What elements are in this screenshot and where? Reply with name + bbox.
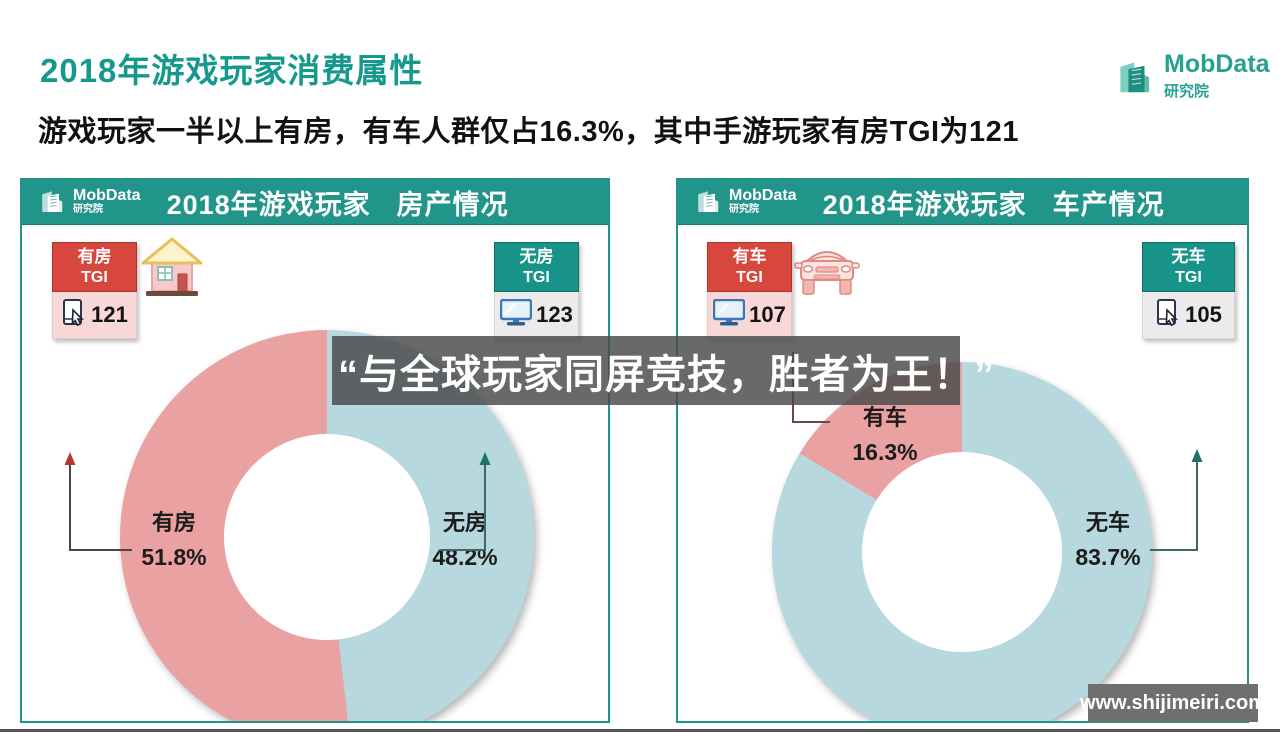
badge-label: 无车 [1171,247,1206,267]
panel-title-sub: 车产情况 [1052,189,1165,220]
has-car-slice-label: 有车 16.3% [845,400,925,466]
badge-label: 无房 [519,247,554,267]
housing-panel: MobData 研究院 2018年游戏玩家 房产情况 有房 TGI 121 [20,178,610,723]
quote-watermark-band: “与全球玩家同屏竞技，胜者为王！” [332,336,994,405]
no-house-slice-label: 无房 48.2% [420,505,510,571]
page-title: 2018年游戏玩家消费属性 [40,52,424,89]
donut-hole [862,452,1062,652]
slice-percent: 16.3% [852,439,918,465]
has-car-tgi-badge: 有车 TGI [707,242,792,292]
tgi-label: TGI [736,268,763,286]
tgi-label: TGI [81,268,108,286]
no-house-tgi-badge: 无房 TGI [494,242,579,292]
car-panel: MobData 研究院 2018年游戏玩家 车产情况 有车 TGI 107 [676,178,1249,723]
up-arrow-icon [1191,449,1203,462]
slice-name: 有车 [862,405,907,430]
bottom-edge-strip [0,729,1280,732]
car-panel-header: MobData 研究院 2018年游戏玩家 车产情况 [678,180,1247,225]
car-panel-title: 2018年游戏玩家 车产情况 [823,183,1165,222]
brand-org: 研究院 [1164,83,1210,100]
phone-touch-icon [1155,298,1181,333]
house-icon [140,236,204,305]
panel-brand: MobData 研究院 [691,183,797,222]
slice-name: 无房 [442,510,487,535]
slice-percent: 83.7% [1075,544,1141,570]
site-url: www.shijimeiri.com [1080,691,1266,714]
car-donut-chart [772,362,1152,721]
mobdata-building-icon [1110,52,1156,103]
mobdata-building-icon [35,183,67,222]
no-car-tgi-value: 105 [1185,302,1222,327]
has-car-tgi-value-box: 107 [707,292,792,339]
page-subtitle: 游戏玩家一半以上有房，有车人群仅占16.3%，其中手游玩家有房TGI为121 [38,116,1019,148]
brand-org: 研究院 [729,204,759,216]
no-car-tgi-badge: 无车 TGI [1142,242,1235,292]
has-car-tgi-card: 有车 TGI 107 [707,242,792,339]
up-arrow-icon [64,452,76,465]
brand-org: 研究院 [73,204,103,216]
tgi-label: TGI [1175,268,1202,286]
has-house-slice-label: 有房 51.8% [134,505,214,571]
brand-name: MobData [73,187,141,205]
no-house-tgi-value-box: 123 [494,292,579,339]
no-house-tgi-value: 123 [536,302,573,327]
no-car-slice-label: 无车 83.7% [1063,505,1153,571]
phone-touch-icon [61,298,87,333]
slice-name: 无车 [1085,510,1130,535]
has-house-tgi-card: 有房 TGI 121 [52,242,137,339]
site-watermark: www.shijimeiri.com [1080,684,1266,722]
brand-name: MobData [729,187,797,205]
panel-brand: MobData 研究院 [35,183,141,222]
panel-title-main: 2018年游戏玩家 [166,189,371,220]
monitor-icon [499,298,533,332]
slice-percent: 51.8% [141,544,207,570]
housing-panel-title: 2018年游戏玩家 房产情况 [167,183,509,222]
badge-label: 有车 [732,247,767,267]
has-car-tgi-value: 107 [749,302,786,327]
quote-text: “与全球玩家同屏竞技，胜者为王！” [338,352,995,397]
car-icon [792,238,862,305]
has-house-tgi-badge: 有房 TGI [52,242,137,292]
slice-percent: 48.2% [432,544,498,570]
mobdata-building-icon [691,183,723,222]
donut-hole [224,434,430,640]
has-house-tgi-value-box: 121 [52,292,137,339]
monitor-icon [712,298,746,332]
panel-title-sub: 房产情况 [396,189,509,220]
no-car-tgi-value-box: 105 [1142,292,1235,339]
no-house-tgi-card: 无房 TGI 123 [494,242,579,339]
has-house-tgi-value: 121 [91,302,128,327]
badge-label: 有房 [77,247,112,267]
mobdata-brand: MobData 研究院 [1110,52,1280,103]
slice-name: 有房 [151,510,196,535]
tgi-label: TGI [523,268,550,286]
brand-name: MobData [1164,50,1270,78]
no-car-tgi-card: 无车 TGI 105 [1142,242,1235,339]
housing-panel-header: MobData 研究院 2018年游戏玩家 房产情况 [22,180,608,225]
panel-title-main: 2018年游戏玩家 [822,189,1027,220]
